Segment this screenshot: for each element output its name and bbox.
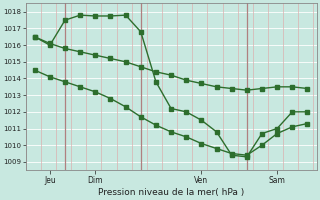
X-axis label: Pression niveau de la mer( hPa ): Pression niveau de la mer( hPa ): [98, 188, 244, 197]
